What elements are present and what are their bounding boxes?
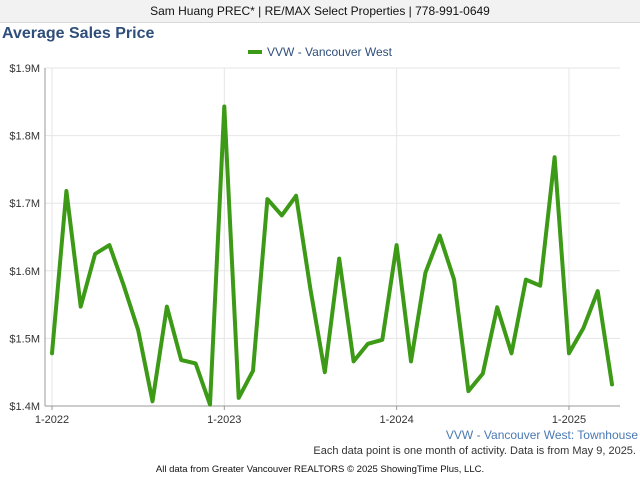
x-tick-label: 1-2025 <box>552 414 586 426</box>
legend-label: VVW - Vancouver West <box>267 45 392 59</box>
series-label: VVW - Vancouver West: Townhouse <box>445 428 638 442</box>
data-note: Each data point is one month of activity… <box>313 445 636 457</box>
series-line <box>50 104 614 407</box>
x-tick-label: 1-2022 <box>35 414 69 426</box>
y-tick-label: $1.5M <box>9 333 40 345</box>
x-tick-label: 1-2024 <box>380 414 414 426</box>
agent-banner: Sam Huang PREC* | RE/MAX Select Properti… <box>0 0 640 23</box>
x-tick-label: 1-2023 <box>207 414 241 426</box>
y-tick-label: $1.9M <box>9 63 40 75</box>
legend-swatch <box>248 49 263 54</box>
y-tick-label: $1.6M <box>9 266 40 278</box>
chart-title: Average Sales Price <box>2 25 155 42</box>
y-tick-label: $1.4M <box>9 401 40 413</box>
footer-credit: All data from Greater Vancouver REALTORS… <box>155 464 485 475</box>
line-chart: $1.4M $1.5M $1.6M $1.7M $1.8M $1.9M 1-2022 1-20… <box>9 63 620 426</box>
legend: VVW - Vancouver West <box>0 45 640 59</box>
y-tick-label: $1.7M <box>9 198 40 210</box>
y-tick-label: $1.8M <box>9 131 40 143</box>
